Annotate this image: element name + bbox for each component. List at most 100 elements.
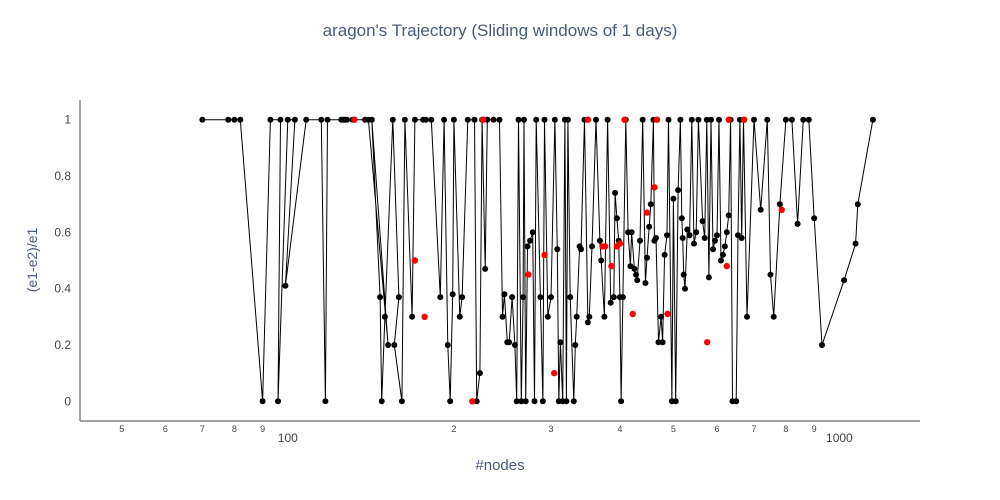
data-point xyxy=(381,313,388,320)
y-axis-ticks: 0 0.2 0.4 0.6 0.8 1 xyxy=(54,113,71,409)
data-point xyxy=(841,277,848,284)
series-line xyxy=(202,119,874,402)
data-point xyxy=(670,195,677,202)
data-point xyxy=(537,294,544,301)
highlight-point xyxy=(664,310,671,318)
highlight-point xyxy=(351,116,358,123)
data-point xyxy=(794,220,801,227)
data-point xyxy=(677,116,684,123)
data-point xyxy=(723,229,730,236)
data-point xyxy=(770,313,777,320)
data-point xyxy=(693,229,700,236)
highlight-point xyxy=(525,271,532,278)
data-point xyxy=(733,398,740,405)
data-point xyxy=(303,116,310,123)
data-point xyxy=(515,116,522,123)
x-minor-tick-label: 8 xyxy=(783,424,788,434)
data-point xyxy=(634,277,641,284)
data-point xyxy=(653,235,659,241)
data-point xyxy=(661,251,668,258)
highlight-point xyxy=(479,116,487,123)
data-point xyxy=(618,398,625,405)
data-point xyxy=(601,313,608,320)
highlight-point xyxy=(411,257,419,264)
y-tick-label: 1 xyxy=(64,113,71,127)
data-point xyxy=(524,243,531,250)
highlight-point xyxy=(651,184,658,191)
data-point xyxy=(664,232,670,239)
data-point xyxy=(551,116,558,123)
data-point xyxy=(573,313,580,320)
data-point xyxy=(395,294,402,301)
data-point xyxy=(563,398,570,405)
data-point xyxy=(291,116,298,123)
data-point xyxy=(422,116,429,123)
data-point xyxy=(680,271,687,278)
data-point xyxy=(570,398,577,405)
data-point xyxy=(764,116,771,123)
data-point xyxy=(647,201,654,208)
data-point xyxy=(437,294,444,301)
highlight-point xyxy=(704,339,711,346)
highlight-point xyxy=(584,116,592,123)
data-point xyxy=(529,229,536,236)
highlight-point xyxy=(778,206,785,213)
data-point xyxy=(800,116,807,123)
series-markers xyxy=(199,116,876,405)
data-point xyxy=(589,243,595,250)
data-point xyxy=(531,398,538,405)
data-point xyxy=(378,398,385,405)
data-point xyxy=(449,291,456,298)
data-point xyxy=(464,116,471,123)
data-point xyxy=(819,342,825,348)
x-minor-tick-label: 5 xyxy=(119,424,124,434)
data-point xyxy=(398,398,405,405)
series-lines xyxy=(202,119,874,402)
y-tick-label: 0.4 xyxy=(54,282,71,296)
x-minor-tick-label: 8 xyxy=(232,424,237,434)
data-point xyxy=(805,116,812,123)
data-point xyxy=(628,229,635,236)
x-minor-tick-label: 6 xyxy=(163,424,168,434)
data-point xyxy=(655,339,662,346)
data-point xyxy=(612,189,619,196)
y-tick-label: 0.8 xyxy=(54,169,71,183)
data-point xyxy=(199,116,206,123)
data-point xyxy=(714,232,720,239)
data-point xyxy=(389,116,396,123)
x-major-tick-label: 100 xyxy=(278,431,298,445)
data-point xyxy=(703,116,710,123)
data-point xyxy=(637,237,643,244)
data-point xyxy=(522,398,529,405)
data-point xyxy=(444,342,451,348)
x-minor-tick-label: 9 xyxy=(812,424,817,434)
data-point xyxy=(572,342,579,348)
data-point xyxy=(672,398,679,405)
data-point xyxy=(699,218,706,225)
data-point xyxy=(340,116,347,123)
highlight-point xyxy=(653,116,661,123)
data-point xyxy=(564,116,571,123)
data-point xyxy=(658,313,665,320)
data-point xyxy=(659,339,666,346)
data-point xyxy=(718,257,724,264)
x-axis-label: #nodes xyxy=(475,457,524,474)
data-point xyxy=(473,398,480,405)
data-point xyxy=(527,237,534,244)
data-point xyxy=(518,398,525,405)
data-point xyxy=(721,243,728,250)
data-point xyxy=(459,294,466,301)
highlight-point xyxy=(643,209,651,216)
highlight-point xyxy=(541,251,548,259)
data-point xyxy=(368,116,375,123)
data-point xyxy=(533,116,540,123)
highlight-point xyxy=(725,116,732,123)
data-point xyxy=(496,116,503,123)
data-point xyxy=(544,313,551,320)
data-point xyxy=(751,116,757,123)
data-point xyxy=(277,116,284,123)
data-point xyxy=(322,398,329,405)
data-point xyxy=(691,240,697,247)
data-point xyxy=(509,294,516,301)
